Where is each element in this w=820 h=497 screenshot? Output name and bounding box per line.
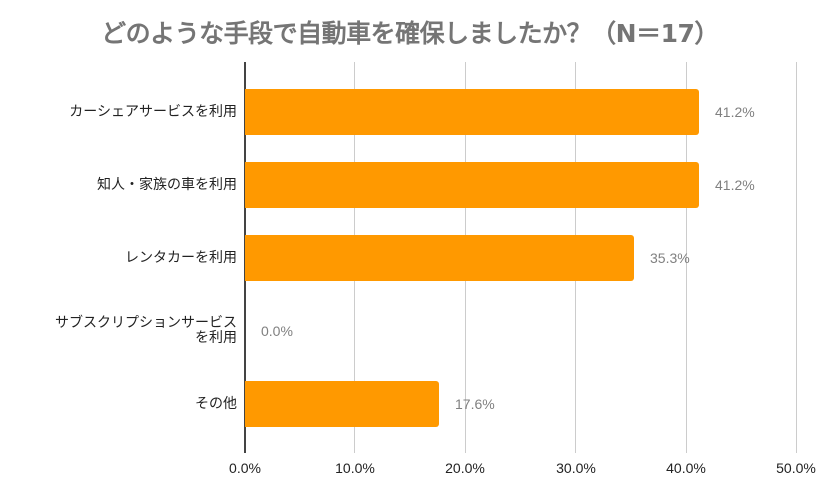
x-tick-label: 40.0% [666,460,706,476]
value-label: 0.0% [261,323,293,339]
category-label: サブスクリプションサービス を利用 [7,308,237,354]
category-label: その他 [7,381,237,427]
category-label: 知人・家族の車を利用 [7,162,237,208]
category-label: カーシェアサービスを利用 [7,89,237,135]
x-tick-label: 30.0% [556,460,596,476]
bar [245,235,634,281]
x-tick-label: 50.0% [776,460,816,476]
category-label-line: サブスクリプションサービス [55,315,237,331]
x-tick-label: 0.0% [229,460,261,476]
bar [245,381,439,427]
category-label-line: レンタカーを利用 [125,249,237,266]
category-label: レンタカーを利用 [7,235,237,281]
bar [245,89,699,135]
gridline-40 [686,62,687,453]
chart-title: どのような手段で自動車を確保しましたか？（N＝17） [101,19,719,48]
x-tick-label: 20.0% [445,460,485,476]
value-label: 41.2% [715,104,755,120]
category-label-line: カーシェアサービスを利用 [69,103,237,120]
value-label: 17.6% [455,396,495,412]
category-label-line: を利用 [195,330,237,346]
value-label: 41.2% [715,177,755,193]
value-label: 35.3% [650,250,690,266]
gridline-50 [796,62,797,453]
category-label-line: 知人・家族の車を利用 [97,176,237,193]
category-label-line: その他 [195,395,237,412]
x-tick-label: 10.0% [335,460,375,476]
bar [245,162,699,208]
